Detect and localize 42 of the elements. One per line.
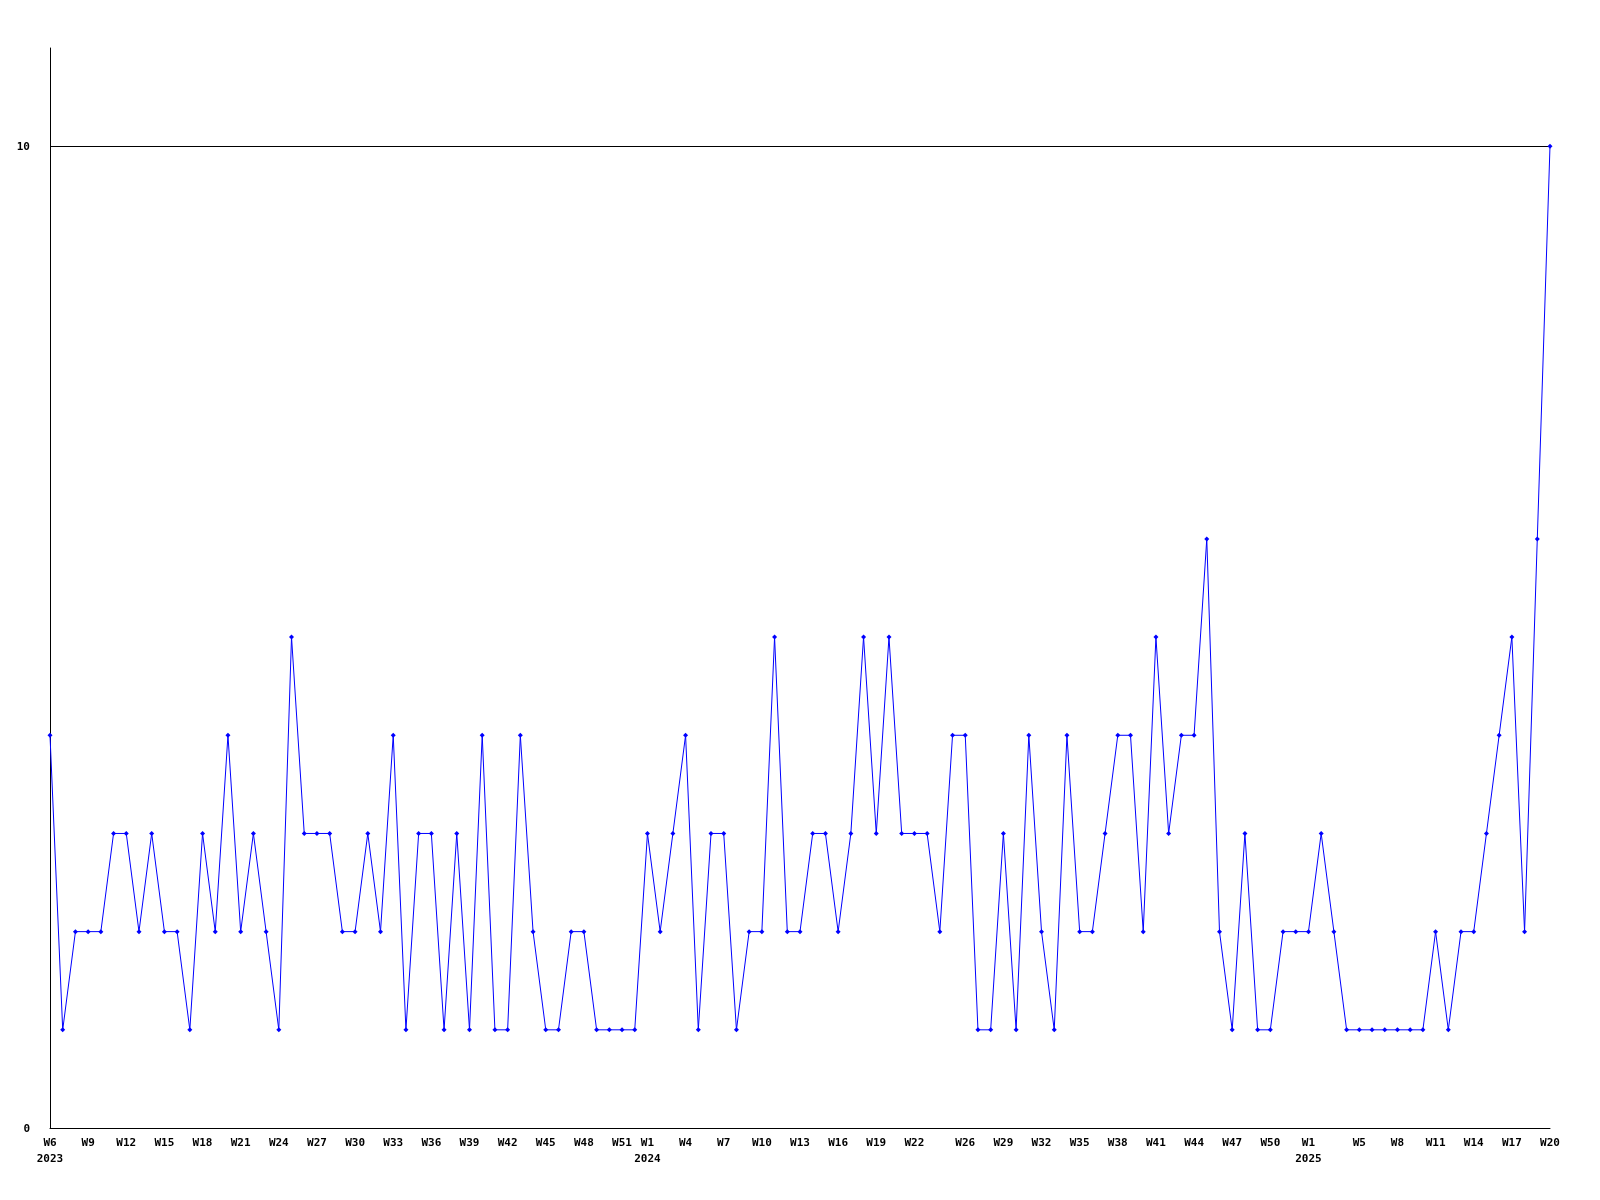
y-tick-label: 0 [23,1121,30,1135]
x-tick-label: W12 [116,1135,137,1149]
x-tick-label: W47 [1222,1135,1243,1149]
x-tick-label: W1 2024 [634,1135,662,1165]
x-tick-label: W21 [230,1135,251,1149]
x-tick-label: W16 [828,1135,849,1149]
x-tick-label: W44 [1184,1135,1205,1149]
x-tick-label: W19 [866,1135,887,1149]
x-tick-label: W8 [1390,1135,1405,1149]
x-tick-label: W24 [268,1135,290,1149]
x-tick-label: W38 [1107,1135,1128,1149]
x-tick-label: W30 [345,1135,366,1149]
x-tick-label: W35 [1069,1135,1090,1149]
x-tick-label: W22 [904,1135,925,1149]
x-tick-label: W6 2023 [36,1135,64,1165]
x-tick-label: W41 [1145,1135,1167,1149]
x-tick-label: W50 [1260,1135,1281,1149]
x-tick-label: W13 [790,1135,810,1149]
x-tick-label: W15 [154,1135,175,1149]
x-tick-label: W1 2025 [1295,1135,1322,1165]
x-tick-label: W48 [573,1135,594,1149]
x-tick-label: W7 [717,1135,731,1149]
x-tick-label: W14 [1463,1135,1485,1149]
x-tick-label: W36 [421,1135,442,1149]
x-tick-label: W42 [497,1135,518,1149]
x-tick-label: W18 [192,1135,213,1149]
x-tick-label: W5 [1352,1135,1366,1149]
x-tick-label: W33 [383,1135,404,1149]
x-tick-label: W27 [307,1135,327,1149]
x-tick-label: W32 [1031,1135,1052,1149]
x-tick-label: W29 [993,1135,1014,1149]
x-tick-label: W45 [535,1135,556,1149]
x-tick-label: W9 [81,1135,95,1149]
x-tick-label: W11 [1425,1135,1446,1149]
x-tick-label: W39 [459,1135,480,1149]
x-tick-label: W10 [751,1135,772,1149]
x-tick-label: W51 [612,1135,633,1149]
x-tick-label: W17 [1501,1135,1522,1149]
y-tick-label: 10 [16,139,30,153]
x-tick-label: W26 [955,1135,976,1149]
x-tick-label: W4 [678,1135,693,1149]
x-tick-label: W20 [1540,1135,1560,1149]
